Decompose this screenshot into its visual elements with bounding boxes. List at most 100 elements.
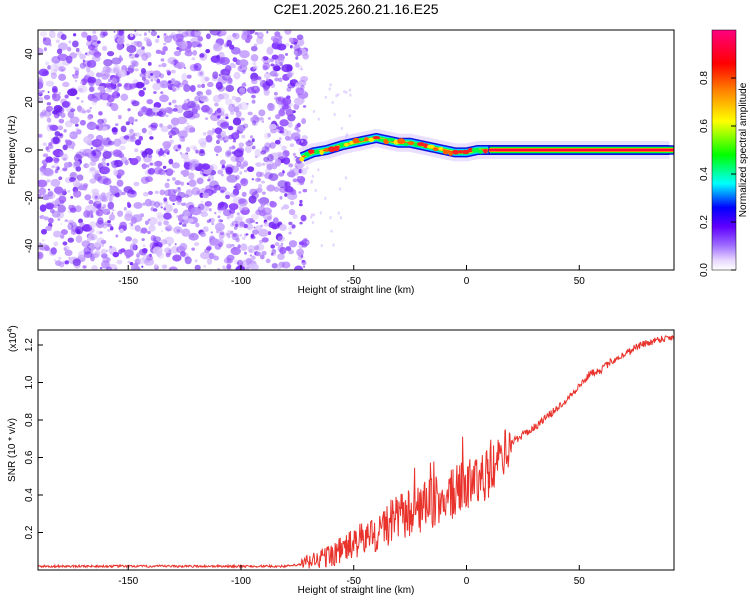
noise-speckle	[162, 140, 172, 148]
noise-speckle	[179, 242, 188, 251]
noise-speckle	[63, 247, 68, 251]
noise-speckle	[76, 96, 80, 100]
noise-speckle	[330, 229, 333, 233]
noise-speckle	[190, 30, 201, 38]
noise-speckle	[75, 235, 83, 244]
noise-speckle	[38, 47, 44, 56]
noise-speckle	[112, 149, 123, 158]
noise-speckle	[278, 143, 282, 147]
noise-speckle	[164, 225, 173, 232]
noise-speckle	[159, 94, 169, 103]
noise-speckle	[250, 54, 259, 62]
noise-speckle	[64, 219, 69, 223]
noise-speckle	[262, 120, 265, 123]
noise-speckle	[247, 166, 255, 173]
noise-speckle	[126, 45, 137, 53]
noise-speckle	[288, 240, 298, 248]
noise-speckle	[205, 33, 211, 40]
noise-speckle	[253, 120, 259, 126]
noise-speckle	[128, 116, 135, 124]
noise-speckle	[139, 72, 146, 78]
noise-speckle	[199, 93, 203, 98]
noise-speckle	[227, 125, 234, 131]
noise-speckle	[177, 30, 183, 33]
noise-speckle	[216, 107, 222, 114]
noise-speckle	[79, 62, 86, 69]
noise-speckle	[38, 81, 44, 90]
noise-speckle	[331, 100, 334, 104]
noise-speckle	[280, 242, 284, 246]
noise-speckle	[218, 210, 222, 213]
noise-speckle	[45, 80, 55, 87]
noise-speckle	[116, 42, 123, 51]
noise-speckle	[174, 180, 181, 186]
noise-speckle	[185, 189, 193, 197]
noise-speckle	[268, 103, 274, 108]
noise-speckle	[110, 218, 113, 221]
noise-speckle	[236, 212, 240, 216]
noise-speckle	[80, 99, 84, 103]
noise-speckle	[279, 62, 283, 67]
noise-speckle	[141, 151, 149, 158]
noise-speckle	[269, 201, 277, 208]
noise-speckle	[180, 250, 186, 257]
noise-speckle	[38, 251, 44, 260]
noise-speckle	[68, 256, 71, 259]
noise-speckle	[105, 82, 111, 88]
noise-speckle	[284, 42, 290, 47]
noise-speckle	[86, 121, 98, 131]
noise-speckle	[276, 129, 280, 133]
colorbar-tick-label: 0.4	[699, 167, 710, 181]
noise-speckle	[251, 191, 259, 200]
noise-speckle	[206, 130, 214, 136]
noise-speckle	[201, 83, 205, 89]
noise-speckle	[229, 44, 235, 50]
noise-speckle	[70, 195, 74, 199]
noise-speckle	[275, 96, 286, 105]
noise-speckle	[121, 191, 126, 196]
noise-speckle	[217, 85, 226, 92]
noise-speckle	[232, 63, 236, 69]
noise-speckle	[119, 228, 124, 234]
noise-speckle	[69, 131, 78, 140]
noise-speckle	[217, 169, 224, 175]
noise-speckle	[225, 116, 229, 120]
noise-speckle	[39, 242, 42, 246]
noise-speckle	[218, 73, 222, 77]
noise-speckle	[266, 71, 269, 74]
noise-speckle	[348, 88, 352, 92]
noise-speckle	[266, 30, 269, 34]
noise-speckle	[197, 84, 202, 89]
noise-speckle	[176, 46, 181, 51]
noise-speckle	[98, 111, 103, 116]
noise-speckle	[226, 174, 238, 183]
noise-speckle	[134, 68, 139, 72]
noise-speckle	[212, 71, 219, 79]
noise-speckle	[153, 102, 162, 109]
noise-speckle	[43, 216, 50, 221]
noise-speckle	[87, 114, 92, 121]
noise-speckle	[203, 264, 206, 268]
noise-speckle	[237, 124, 246, 132]
noise-speckle	[66, 55, 73, 64]
noise-speckle	[131, 50, 134, 54]
noise-speckle	[71, 146, 75, 150]
noise-speckle	[157, 150, 165, 156]
noise-speckle	[91, 264, 98, 270]
noise-speckle	[287, 82, 296, 89]
noise-speckle	[277, 235, 285, 242]
noise-speckle	[205, 89, 212, 96]
noise-speckle	[292, 152, 296, 157]
noise-speckle	[164, 106, 173, 114]
noise-speckle	[301, 139, 304, 143]
noise-speckle	[173, 188, 178, 194]
noise-speckle	[96, 203, 102, 210]
noise-speckle	[100, 248, 107, 256]
noise-speckle	[105, 66, 112, 74]
noise-speckle	[298, 89, 306, 95]
snr-x-tick-label: 0	[464, 576, 470, 587]
noise-speckle	[282, 170, 285, 174]
noise-speckle	[110, 161, 115, 165]
noise-speckle	[110, 252, 113, 255]
noise-speckle	[160, 91, 164, 95]
